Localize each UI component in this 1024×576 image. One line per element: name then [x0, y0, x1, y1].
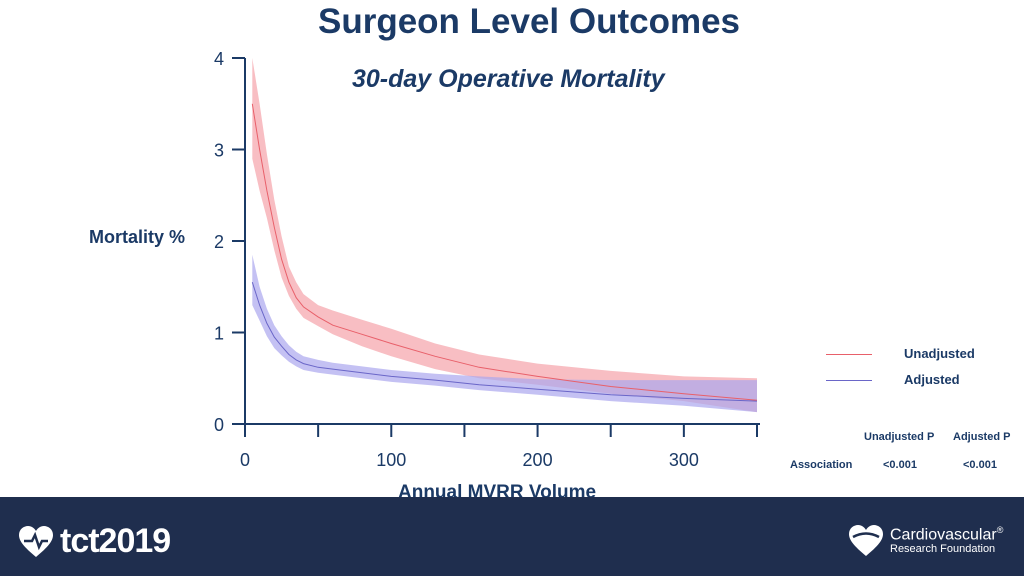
mortality-chart: 0 1 2 3 4 0 100 200 300 [214, 49, 760, 470]
x-tick-label-300: 300 [669, 450, 699, 470]
legend-label-adjusted: Adjusted [904, 372, 960, 387]
confidence-band-unadjusted [252, 58, 758, 413]
series-line-adjusted [251, 282, 758, 402]
pvalue-unadjusted: <0.001 [883, 459, 917, 471]
series-line-unadjusted [251, 103, 758, 401]
legend-label-unadjusted: Unadjusted [904, 346, 975, 361]
pvalue-adjusted: <0.001 [963, 459, 997, 471]
x-tick-label-200: 200 [523, 450, 553, 470]
crf-logo-mark: ® [996, 525, 1004, 536]
x-tick-label-0: 0 [240, 450, 250, 470]
legend-line-adjusted [826, 380, 872, 381]
legend-line-unadjusted [826, 354, 872, 355]
y-tick-label-2: 2 [214, 232, 224, 252]
y-tick-label-4: 4 [214, 49, 224, 69]
confidence-band-adjusted [252, 254, 758, 413]
y-axis-label: Mortality % [89, 227, 186, 247]
crf-heart-icon [849, 525, 883, 556]
y-tick-label-1: 1 [214, 324, 224, 344]
chart-title: Surgeon Level Outcomes [317, 2, 741, 41]
tct-logo: tct2019 [18, 522, 171, 561]
y-tick-label-3: 3 [214, 141, 224, 161]
y-tick-label-0: 0 [214, 415, 224, 435]
crf-logo-line2: Research Foundation [890, 543, 996, 556]
pvalue-row-label: Association [790, 459, 853, 471]
crf-logo: Cardiovascular® Research Foundation [848, 524, 1003, 558]
crf-logo-line1: Cardiovascular [890, 526, 997, 544]
pvalue-header-adjusted: Adjusted P [953, 431, 1011, 443]
pvalue-header-unadjusted: Unadjusted P [864, 431, 935, 443]
chart-subtitle: 30-day Operative Mortality [352, 65, 665, 93]
x-tick-label-100: 100 [376, 450, 406, 470]
tct-logo-text: tct2019 [60, 522, 171, 560]
heart-icon [19, 525, 53, 557]
